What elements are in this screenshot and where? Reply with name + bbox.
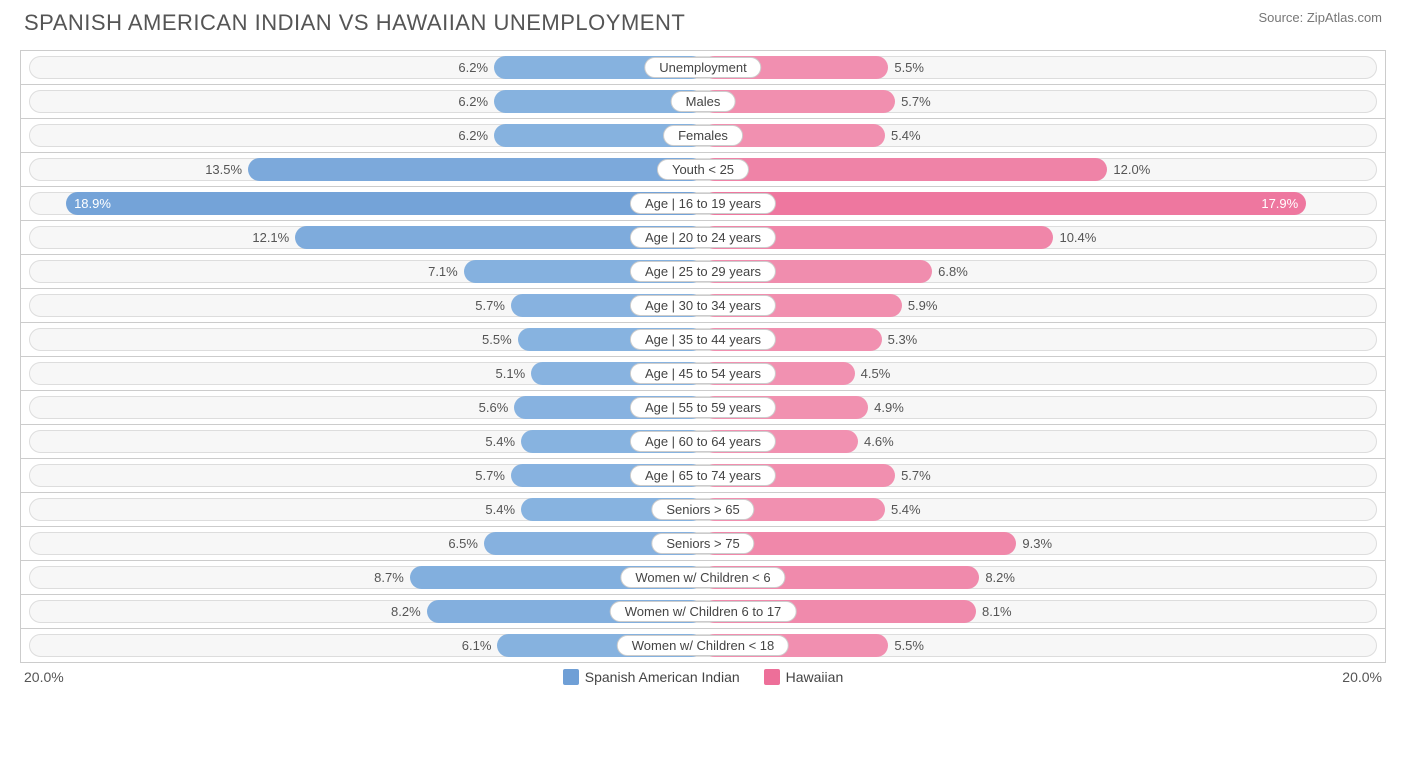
- bar-right: 12.0%: [703, 158, 1107, 181]
- table-row: 6.2% 5.7% Males: [21, 84, 1385, 118]
- table-row: 5.1% 4.5% Age | 45 to 54 years: [21, 356, 1385, 390]
- value-right: 5.3%: [888, 332, 918, 347]
- value-left: 18.9%: [74, 196, 111, 211]
- table-row: 6.1% 5.5% Women w/ Children < 18: [21, 628, 1385, 662]
- legend-label-right: Hawaiian: [786, 669, 844, 685]
- value-right: 5.4%: [891, 502, 921, 517]
- value-right: 4.6%: [864, 434, 894, 449]
- value-left: 5.4%: [485, 434, 515, 449]
- legend-swatch-left: [563, 669, 579, 685]
- value-left: 6.2%: [458, 60, 488, 75]
- category-label: Youth < 25: [657, 159, 749, 180]
- category-label: Age | 20 to 24 years: [630, 227, 776, 248]
- value-left: 5.5%: [482, 332, 512, 347]
- value-right: 4.5%: [861, 366, 891, 381]
- category-label: Age | 30 to 34 years: [630, 295, 776, 316]
- table-row: 5.4% 5.4% Seniors > 65: [21, 492, 1385, 526]
- value-right: 10.4%: [1059, 230, 1096, 245]
- diverging-bar-chart: 6.2% 5.5% Unemployment 6.2% 5.7% Males 6.2% 5.4…: [20, 50, 1386, 663]
- category-label: Females: [663, 125, 743, 146]
- value-left: 8.2%: [391, 604, 421, 619]
- bar-left: 13.5%: [248, 158, 703, 181]
- category-label: Age | 16 to 19 years: [630, 193, 776, 214]
- table-row: 7.1% 6.8% Age | 25 to 29 years: [21, 254, 1385, 288]
- category-label: Unemployment: [644, 57, 761, 78]
- value-right: 5.9%: [908, 298, 938, 313]
- category-label: Age | 35 to 44 years: [630, 329, 776, 350]
- table-row: 12.1% 10.4% Age | 20 to 24 years: [21, 220, 1385, 254]
- chart-source: Source: ZipAtlas.com: [1258, 10, 1382, 25]
- value-left: 7.1%: [428, 264, 458, 279]
- category-label: Age | 45 to 54 years: [630, 363, 776, 384]
- axis-max-right: 20.0%: [1342, 669, 1382, 685]
- category-label: Women w/ Children < 6: [620, 567, 785, 588]
- value-left: 13.5%: [205, 162, 242, 177]
- category-label: Age | 60 to 64 years: [630, 431, 776, 452]
- table-row: 6.2% 5.4% Females: [21, 118, 1385, 152]
- value-right: 4.9%: [874, 400, 904, 415]
- value-left: 8.7%: [374, 570, 404, 585]
- value-right: 5.5%: [894, 638, 924, 653]
- table-row: 8.7% 8.2% Women w/ Children < 6: [21, 560, 1385, 594]
- value-right: 12.0%: [1113, 162, 1150, 177]
- value-right: 5.4%: [891, 128, 921, 143]
- value-left: 5.7%: [475, 298, 505, 313]
- table-row: 5.6% 4.9% Age | 55 to 59 years: [21, 390, 1385, 424]
- value-left: 5.4%: [485, 502, 515, 517]
- category-label: Age | 25 to 29 years: [630, 261, 776, 282]
- value-right: 17.9%: [1261, 196, 1298, 211]
- value-left: 6.1%: [462, 638, 492, 653]
- category-label: Women w/ Children 6 to 17: [610, 601, 797, 622]
- bar-left: 18.9%: [66, 192, 703, 215]
- value-left: 12.1%: [252, 230, 289, 245]
- table-row: 8.2% 8.1% Women w/ Children 6 to 17: [21, 594, 1385, 628]
- chart-title: SPANISH AMERICAN INDIAN VS HAWAIIAN UNEM…: [24, 10, 685, 36]
- axis-max-left: 20.0%: [24, 669, 64, 685]
- table-row: 5.4% 4.6% Age | 60 to 64 years: [21, 424, 1385, 458]
- table-row: 5.7% 5.7% Age | 65 to 74 years: [21, 458, 1385, 492]
- legend: Spanish American Indian Hawaiian: [563, 669, 843, 685]
- legend-item-right: Hawaiian: [764, 669, 844, 685]
- legend-item-left: Spanish American Indian: [563, 669, 740, 685]
- table-row: 5.5% 5.3% Age | 35 to 44 years: [21, 322, 1385, 356]
- value-right: 6.8%: [938, 264, 968, 279]
- table-row: 13.5%12.0%Youth < 25: [21, 152, 1385, 186]
- value-left: 6.2%: [458, 128, 488, 143]
- value-left: 5.1%: [496, 366, 526, 381]
- table-row: 6.5% 9.3% Seniors > 75: [21, 526, 1385, 560]
- category-label: Males: [671, 91, 736, 112]
- category-label: Seniors > 75: [651, 533, 754, 554]
- bar-right: 17.9%: [703, 192, 1306, 215]
- table-row: 6.2% 5.5% Unemployment: [21, 50, 1385, 84]
- value-right: 5.7%: [901, 94, 931, 109]
- value-right: 5.7%: [901, 468, 931, 483]
- category-label: Women w/ Children < 18: [617, 635, 789, 656]
- value-right: 8.1%: [982, 604, 1012, 619]
- legend-label-left: Spanish American Indian: [585, 669, 740, 685]
- table-row: 5.7% 5.9% Age | 30 to 34 years: [21, 288, 1385, 322]
- category-label: Seniors > 65: [651, 499, 754, 520]
- value-left: 5.7%: [475, 468, 505, 483]
- value-left: 6.5%: [448, 536, 478, 551]
- value-left: 6.2%: [458, 94, 488, 109]
- table-row: 18.9% 17.9% Age | 16 to 19 years: [21, 186, 1385, 220]
- category-label: Age | 55 to 59 years: [630, 397, 776, 418]
- value-right: 8.2%: [985, 570, 1015, 585]
- value-left: 5.6%: [479, 400, 509, 415]
- legend-swatch-right: [764, 669, 780, 685]
- value-right: 5.5%: [894, 60, 924, 75]
- value-right: 9.3%: [1022, 536, 1052, 551]
- category-label: Age | 65 to 74 years: [630, 465, 776, 486]
